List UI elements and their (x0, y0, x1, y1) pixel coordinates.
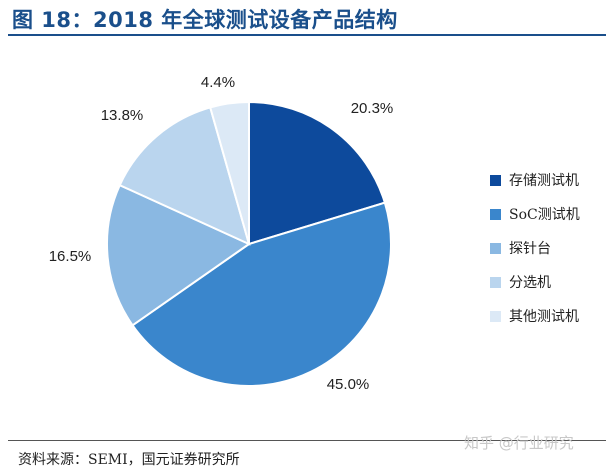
pie-slice (131, 201, 392, 387)
legend-label: SoC测试机 (509, 207, 580, 223)
chart-title: 图 18：2018 年全球测试设备产品结构 (12, 8, 398, 32)
legend-item: 探针台 (490, 234, 580, 262)
footer-divider (8, 440, 606, 441)
pie-slice (106, 183, 252, 327)
legend-item: SoC测试机 (490, 200, 580, 228)
title-divider (8, 34, 606, 36)
legend-swatch (490, 310, 501, 322)
legend-swatch (490, 208, 501, 220)
legend-item: 其他测试机 (490, 302, 580, 330)
slice-value-label: 4.4% (201, 74, 235, 91)
slice-value-label: 20.3% (351, 100, 394, 117)
legend-swatch (490, 276, 501, 288)
slice-value-label: 16.5% (49, 248, 92, 265)
legend-label: 存储测试机 (509, 173, 579, 189)
legend-item: 存储测试机 (490, 166, 580, 194)
source-note: 资料来源：SEMI，国元证券研究所 (18, 452, 240, 468)
chart-legend: 存储测试机 SoC测试机 探针台分选机其他测试机 (490, 166, 580, 336)
legend-swatch (490, 174, 501, 186)
legend-label: 其他测试机 (509, 309, 579, 325)
pie-slice (118, 106, 251, 246)
slice-value-label: 13.8% (101, 107, 144, 124)
legend-swatch (490, 242, 501, 254)
watermark: 知乎 @行业研究 (464, 434, 574, 452)
pie-slice (248, 100, 387, 246)
slice-value-label: 45.0% (327, 376, 370, 393)
pie-chart: 20.3% 45.0% 16.5% 13.8% 4.4% (49, 74, 394, 393)
pie-slice (209, 100, 250, 245)
legend-label: 探针台 (509, 241, 551, 257)
legend-label: 分选机 (509, 275, 551, 291)
legend-item: 分选机 (490, 268, 580, 296)
